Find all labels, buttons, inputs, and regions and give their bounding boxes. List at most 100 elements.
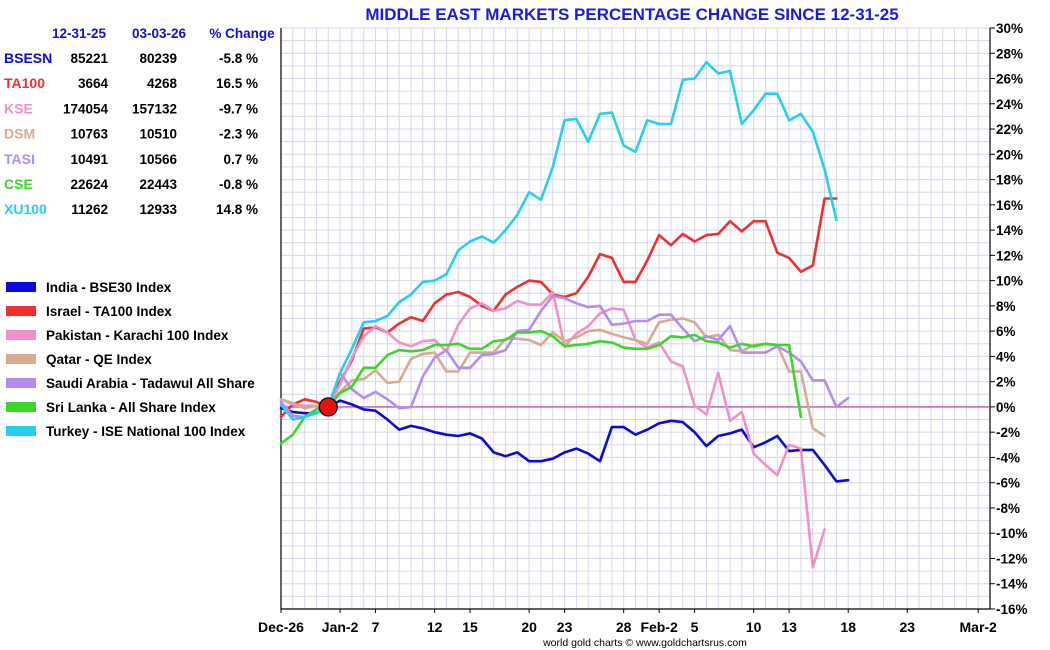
legend-label: Israel - TA100 Index — [46, 304, 172, 319]
series-line — [279, 290, 826, 569]
chart-credit: world gold charts © www.goldchartsrus.co… — [542, 637, 747, 649]
legend-swatch — [6, 306, 36, 316]
table-change-value: -9.7 % — [219, 101, 258, 116]
table-ticker: TASI — [4, 151, 35, 167]
table-start-value: 10491 — [70, 152, 108, 167]
legend-label: Qatar - QE Index — [46, 352, 152, 367]
plot-markers — [318, 397, 338, 417]
table-start-value: 22624 — [70, 177, 108, 192]
y-tick-label: 8% — [996, 299, 1016, 314]
legend-label: India - BSE30 Index — [46, 280, 172, 295]
table-start-value: 174054 — [63, 101, 109, 116]
y-tick-label: 26% — [996, 72, 1023, 87]
series-line — [279, 294, 850, 419]
legend-label: Saudi Arabia - Tadawul All Share — [46, 376, 255, 391]
y-tick-label: 20% — [996, 147, 1023, 162]
legend-swatch — [6, 330, 36, 340]
table-end-value: 80239 — [139, 51, 177, 66]
y-tick-label: 6% — [996, 324, 1016, 339]
y-tick-label: 0% — [996, 400, 1016, 415]
legend-swatch — [6, 378, 36, 388]
legend-swatch — [6, 354, 36, 364]
table-end-value: 4268 — [147, 76, 178, 91]
y-tick-label: 24% — [996, 97, 1023, 112]
table-end-value: 22443 — [139, 177, 177, 192]
x-tick-label: 7 — [372, 619, 380, 635]
table-header-end: 03-03-26 — [132, 26, 187, 41]
x-tick-label: 23 — [557, 619, 573, 635]
table-ticker: DSM — [4, 126, 35, 142]
y-tick-label: -10% — [996, 526, 1028, 541]
x-tick-label: Jan-2 — [322, 619, 359, 635]
y-tick-label: -8% — [996, 501, 1020, 516]
table-end-value: 10510 — [139, 127, 177, 142]
table-start-value: 10763 — [70, 127, 108, 142]
table-change-value: -5.8 % — [219, 51, 258, 66]
x-tick-label: 15 — [462, 619, 478, 635]
table-change-value: -2.3 % — [219, 127, 258, 142]
table-header-change: % Change — [209, 26, 275, 41]
table-end-value: 10566 — [139, 152, 177, 167]
y-tick-label: 18% — [996, 173, 1023, 188]
x-tick-label: 20 — [521, 619, 537, 635]
y-tick-label: 16% — [996, 198, 1023, 213]
series-line — [279, 60, 838, 421]
table-start-value: 3664 — [78, 76, 109, 91]
table-ticker: KSE — [4, 100, 33, 116]
y-tick-label: -16% — [996, 602, 1028, 617]
x-tick-label: 10 — [746, 619, 762, 635]
table-change-value: 16.5 % — [216, 76, 258, 91]
y-tick-label: -2% — [996, 425, 1020, 440]
plot-axes: 30% 28% 26% 24% 22% 20% 18% 16% 14% 12% 10% 8% 6% 4% 2… — [258, 21, 1027, 635]
table-change-value: 14.8 % — [216, 202, 258, 217]
table-header-start: 12-31-25 — [52, 26, 107, 41]
y-tick-label: 10% — [996, 274, 1023, 289]
legend-swatch — [6, 426, 36, 436]
series-line — [279, 317, 826, 438]
x-tick-label: Dec-26 — [258, 619, 304, 635]
plot-grid — [280, 27, 991, 610]
legend-label: Sri Lanka - All Share Index — [46, 400, 216, 415]
y-tick-label: -4% — [996, 450, 1020, 465]
table-ticker: XU100 — [4, 201, 47, 217]
x-tick-label: 18 — [840, 619, 856, 635]
x-tick-label: 13 — [781, 619, 797, 635]
y-tick-label: -12% — [996, 551, 1028, 566]
plot-series — [279, 60, 850, 569]
series-line — [279, 399, 850, 483]
y-tick-label: 22% — [996, 122, 1023, 137]
base-date-marker — [318, 397, 338, 417]
y-tick-label: 28% — [996, 46, 1023, 61]
x-tick-label: 23 — [899, 619, 915, 635]
table-ticker: BSESN — [4, 50, 52, 66]
legend-swatch — [6, 402, 36, 412]
table-change-value: 0.7 % — [223, 152, 258, 167]
y-tick-label: 14% — [996, 223, 1023, 238]
table-ticker: CSE — [4, 176, 33, 192]
table-change-value: -0.8 % — [219, 177, 258, 192]
chart-title: MIDDLE EAST MARKETS PERCENTAGE CHANGE SI… — [365, 5, 898, 24]
x-tick-label: Feb-2 — [640, 619, 678, 635]
x-tick-label: 5 — [691, 619, 699, 635]
legend-swatch — [6, 282, 36, 292]
table-end-value: 157132 — [132, 101, 177, 116]
table-end-value: 12933 — [139, 202, 177, 217]
table-start-value: 85221 — [70, 51, 108, 66]
legend-label: Turkey - ISE National 100 Index — [46, 424, 246, 439]
y-tick-label: 2% — [996, 375, 1016, 390]
x-tick-label: Mar-2 — [960, 619, 998, 635]
legend-label: Pakistan - Karachi 100 Index — [46, 328, 229, 343]
x-tick-label: 28 — [616, 619, 632, 635]
y-tick-label: -14% — [996, 577, 1028, 592]
y-tick-label: 12% — [996, 248, 1023, 263]
summary-table: 12-31-25 03-03-26 % Change BSESN 85221 802… — [4, 26, 275, 217]
table-start-value: 11262 — [71, 202, 108, 217]
y-tick-label: -6% — [996, 476, 1020, 491]
x-tick-label: 12 — [427, 619, 443, 635]
table-ticker: TA100 — [4, 75, 45, 91]
series-line — [279, 329, 803, 445]
y-tick-label: 30% — [996, 21, 1023, 36]
legend: India - BSE30 Index Israel - TA100 Index P… — [6, 280, 255, 439]
y-tick-label: 4% — [996, 349, 1016, 364]
